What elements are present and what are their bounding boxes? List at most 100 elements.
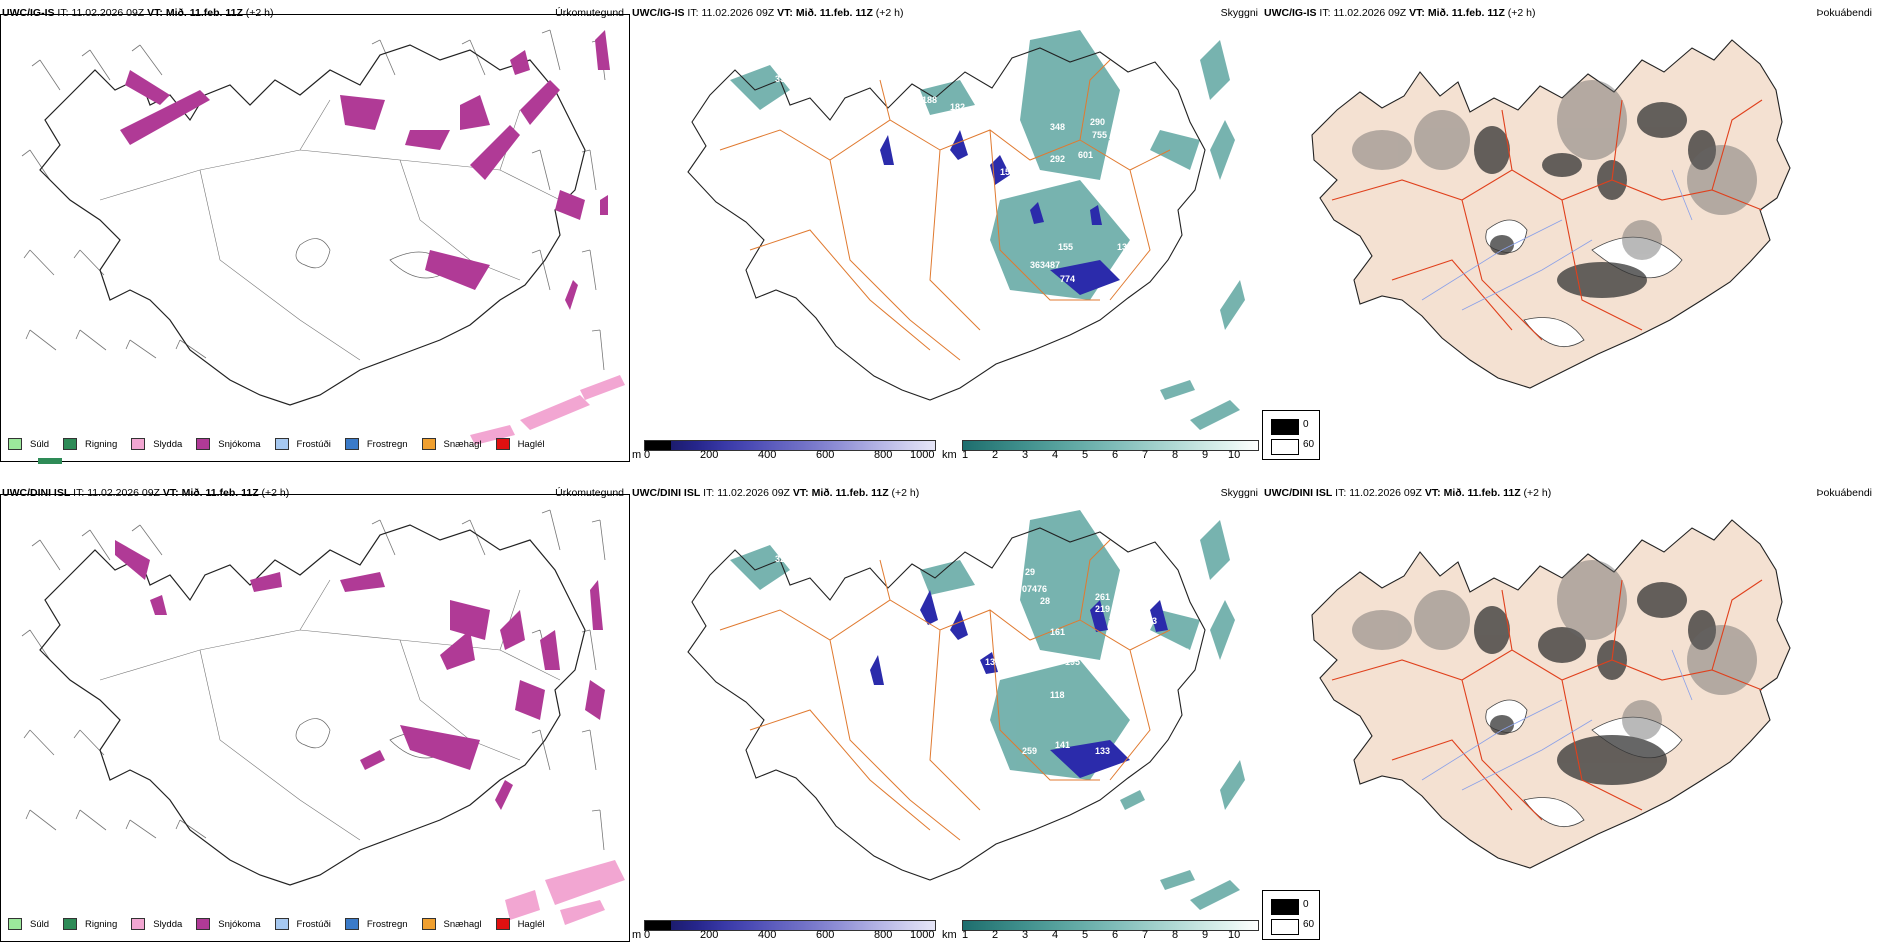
ceiling-label: 16 — [1168, 682, 1178, 692]
visibility-tick: 8 — [1172, 929, 1179, 941]
ceiling-label: 259 — [1022, 746, 1037, 756]
ceiling-label: 29 — [1025, 567, 1035, 577]
legend-item-snow-pellets: Snæhagl — [421, 438, 482, 450]
fog-swatch-60 — [1271, 919, 1299, 935]
panel-name: Skyggni — [1220, 487, 1258, 499]
ceiling-label: 141 — [1055, 740, 1070, 750]
ceiling-label: 107 — [1140, 132, 1155, 142]
panel-name: Þokuábendi — [1816, 487, 1872, 499]
visibility-tick: 4 — [1052, 929, 1059, 941]
visibility-colorbar: km 1 2 3 4 5 6 7 8 9 10 — [942, 440, 1260, 461]
river-lines — [1421, 649, 1693, 791]
fog-legend-label: 60 — [1303, 919, 1315, 930]
row-dini-isl: UWC/DINI ISL IT: 11.02.2026 09Z VT: Mið.… — [0, 480, 1900, 950]
map-frame — [0, 494, 630, 942]
panel-title: UWC/IG-IS IT: 11.02.2026 09Z VT: Mið. 11… — [1264, 7, 1536, 19]
ceiling-label: 200 — [1003, 652, 1018, 662]
iceland-outline — [687, 527, 1206, 881]
fog-legend: 0 60 — [1262, 410, 1320, 460]
ceiling-label: 133 — [1095, 746, 1110, 756]
ceiling-label: 363487 — [1030, 260, 1060, 270]
ceiling-label: 774 — [1060, 274, 1075, 284]
ceiling-label: 143 — [1142, 616, 1157, 626]
ceiling-label: 601 — [1078, 150, 1093, 160]
precip-type-panel: UWC/IG-IS IT: 11.02.2026 09Z VT: Mið. 11… — [0, 0, 630, 470]
ceiling-label: 348 — [1050, 122, 1065, 132]
visibility-tick: 1 — [962, 929, 969, 941]
ceiling-label: 182 — [950, 102, 965, 112]
precip-type-panel: UWC/DINI ISL IT: 11.02.2026 09Z VT: Mið.… — [0, 480, 630, 950]
panel-title: UWC/IG-IS IT: 11.02.2026 09Z VT: Mið. 11… — [2, 7, 274, 19]
fog-legend-label: 60 — [1303, 439, 1315, 450]
ceiling-label: 195 — [1065, 657, 1080, 667]
river-lines — [1421, 169, 1693, 311]
fog-index-panel: UWC/IG-IS IT: 11.02.2026 09Z VT: Mið. 11… — [1262, 0, 1900, 470]
visibility-tick: 7 — [1142, 449, 1149, 461]
ceiling-label: 219 — [1095, 604, 1110, 614]
panel-title: UWC/DINI ISL IT: 11.02.2026 09Z VT: Mið.… — [632, 487, 920, 499]
iceland-outline — [687, 47, 1206, 401]
ceiling-label: 338 — [775, 74, 790, 84]
ceiling-tick: 400 — [758, 929, 777, 941]
visibility-unit: km — [942, 449, 957, 461]
ceiling-label: 562 — [1142, 652, 1157, 662]
legend-item-hail: Haglél — [495, 918, 545, 930]
road-lines — [99, 579, 561, 841]
rain-patch — [38, 458, 62, 464]
visibility-tick: 5 — [1082, 449, 1089, 461]
ceiling-label: 131 — [985, 657, 1000, 667]
ceiling-unit: m — [632, 449, 642, 461]
ceiling-tick: 0 — [644, 929, 651, 941]
row-ig-is: UWC/IG-IS IT: 11.02.2026 09Z VT: Mið. 11… — [0, 0, 1900, 470]
precip-type-map — [21, 509, 625, 925]
fog-legend-label: 0 — [1303, 899, 1309, 910]
ceiling-label: 195 — [1002, 667, 1017, 677]
visibility-tick: 6 — [1112, 929, 1119, 941]
ceiling-label: 138 — [1117, 242, 1132, 252]
ceiling-label: 667 — [1120, 590, 1135, 600]
visibility-tick: 9 — [1202, 929, 1209, 941]
ceiling-label: 07476 — [1022, 584, 1047, 594]
fog-swatch-0 — [1271, 899, 1299, 915]
panel-title: UWC/DINI ISL IT: 11.02.2026 09Z VT: Mið.… — [1264, 487, 1552, 499]
ceiling-colorbar: m 0 200 400 600 800 1000 — [632, 440, 937, 461]
ceiling-label: 292 — [1050, 154, 1065, 164]
ceiling-label: 182 — [1123, 150, 1138, 160]
ceiling-label: 261 — [1095, 592, 1110, 602]
ceiling-label: 155 — [1170, 184, 1185, 194]
legend-item-freezing-drizzle: Frostúði — [274, 438, 331, 450]
ceiling-label: 28 — [1040, 596, 1050, 606]
visibility-map: 328 29 07476 28 261 667 219 143 161 195 … — [687, 510, 1245, 910]
legend-item-freezing-rain: Frostregn — [344, 438, 408, 450]
visibility-tick: 3 — [1022, 449, 1029, 461]
panel-name: Skyggni — [1220, 7, 1258, 19]
ceiling-tick: 800 — [874, 929, 893, 941]
road-lines — [99, 99, 561, 361]
fog-index-map — [1311, 39, 1791, 389]
ceiling-tick: 800 — [874, 449, 893, 461]
fog-swatch-60 — [1271, 439, 1299, 455]
legend-item-rain: Rigning — [63, 438, 117, 450]
legend-item-freezing-rain: Frostregn — [344, 918, 408, 930]
map-frame — [0, 14, 630, 462]
iceland-outline — [39, 524, 586, 886]
snow-areas — [115, 540, 605, 810]
visibility-tick: 2 — [992, 449, 999, 461]
ceiling-label: 188 — [922, 95, 937, 105]
precip-type-map — [21, 29, 625, 464]
fog-legend: 0 60 — [1262, 890, 1320, 940]
legend-item-sleet: Slydda — [131, 438, 182, 450]
sleet-areas — [470, 375, 625, 445]
visibility-tick: 1 — [962, 449, 969, 461]
fog-legend-label: 0 — [1303, 419, 1309, 430]
ceiling-colorbar: m 0 200 400 600 800 1000 — [632, 920, 937, 941]
visibility-tick: 8 — [1172, 449, 1179, 461]
road-lines — [1331, 99, 1763, 341]
visibility-panel: 328 29 07476 28 261 667 219 143 161 195 … — [630, 480, 1262, 950]
ceiling-tick: 1000 — [910, 449, 935, 461]
visibility-unit: km — [942, 929, 957, 941]
ceiling-label: 328 — [775, 554, 790, 564]
ceiling-label: 212 — [1158, 217, 1173, 227]
panel-name: Þokuábendi — [1816, 7, 1872, 19]
glacier-outline — [295, 238, 451, 279]
